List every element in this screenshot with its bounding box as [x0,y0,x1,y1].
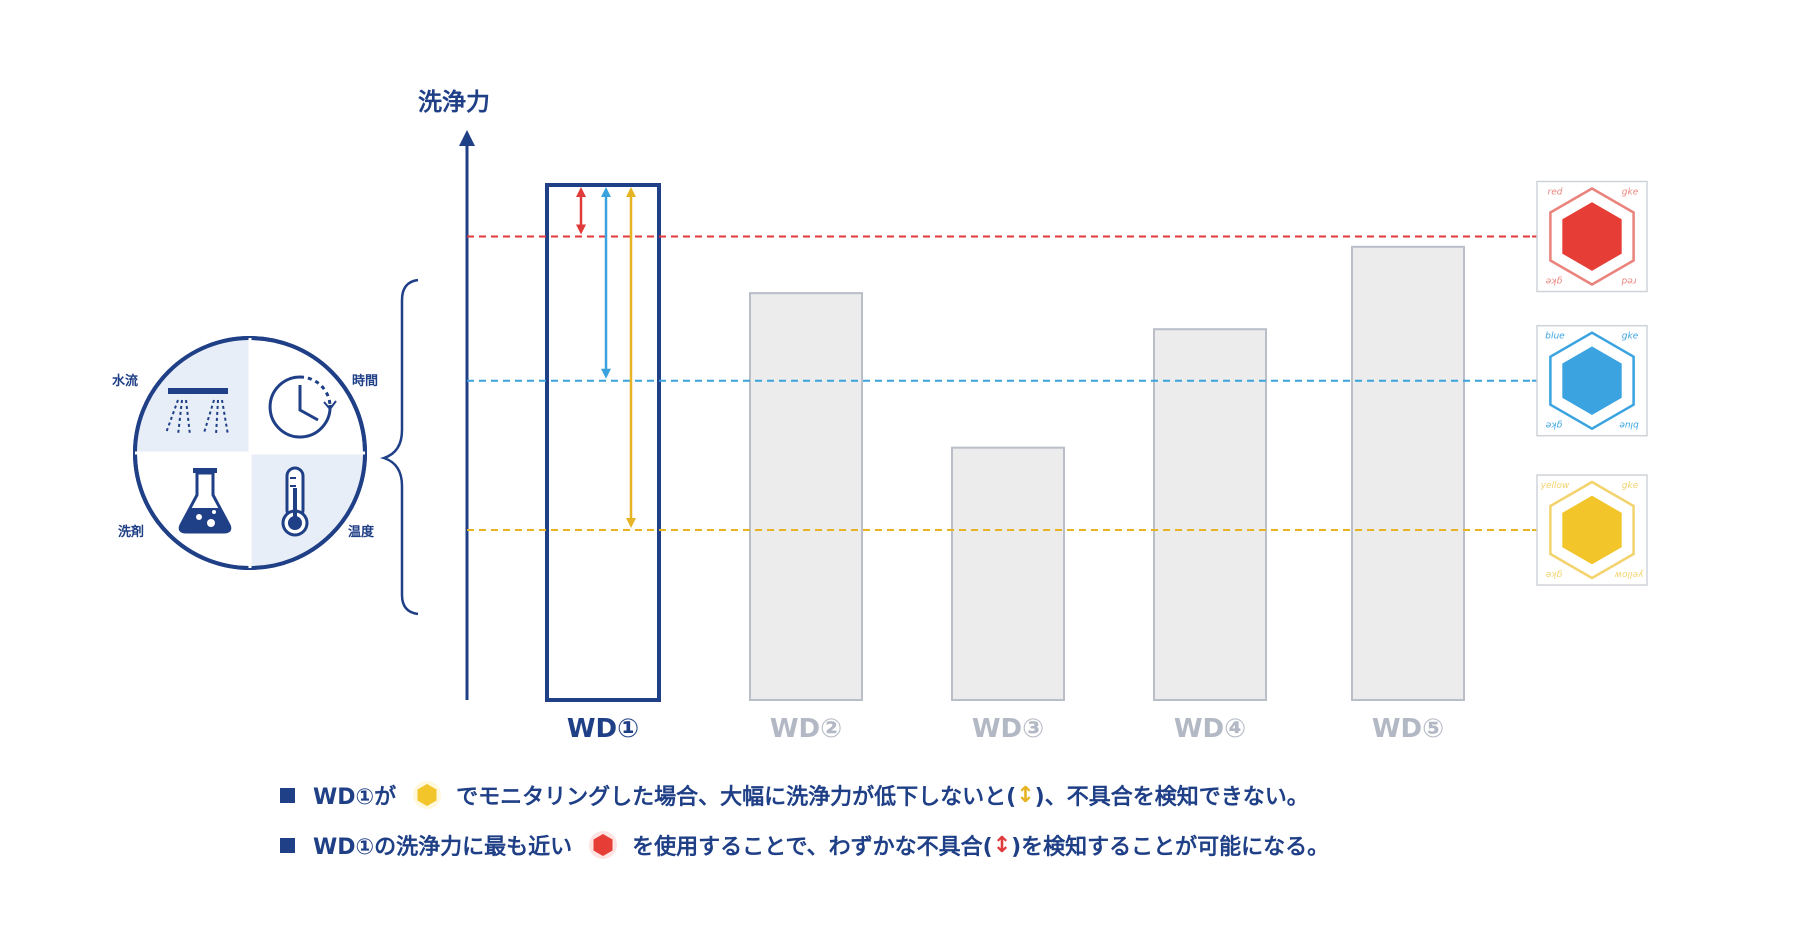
thermometer-icon [281,466,309,537]
y-axis-arrow-icon [459,130,475,146]
indicator-label-top-right: gke [1622,481,1639,491]
clock-icon [268,375,337,439]
red-updown-arrow-icon: ↕ [992,832,1012,858]
gap-arrowhead-bottom-blue [601,368,611,379]
indicator-card-yellow: yellow gke gke yellow [1536,474,1648,586]
indicator-hexagon-blue [1559,342,1625,419]
indicator-label-bottom-left: gke [1545,276,1562,286]
note-1-after: でモニタリングした場合、大幅に洗浄力が低下しないと( [456,785,1017,810]
bar-2 [749,292,863,701]
indicator-label-top-left: red [1548,188,1563,198]
factor-circle [133,336,367,570]
gap-arrowhead-bottom-yellow [626,518,636,529]
bar-5 [1351,245,1465,702]
indicator-outer-hexagon [1549,480,1635,580]
bar-4 [1153,328,1267,701]
note-1: WD①が でモニタリングした場合、大幅に洗浄力が低下しないと( ↕ )、不具合を… [280,770,1329,820]
category-label-3: WD③ [972,714,1044,744]
factor-label-time: 時間 [352,373,378,389]
indicator-hexagon-yellow [1559,492,1625,568]
curly-brace [380,278,419,616]
note-2-end: )を検知することが可能になる。 [1011,835,1330,860]
indicator-label-top-left: blue [1545,332,1565,342]
category-label-4: WD④ [1174,714,1246,744]
bar-1 [545,183,661,702]
note-2: WD①の洗浄力に最も近い を使用することで、わずかな不具合( ↕ )を検知するこ… [280,820,1329,870]
category-label-1: WD① [567,714,639,744]
indicator-outer-hexagon [1549,187,1635,286]
y-axis-label: 洗浄力 [418,88,490,116]
gap-arrowhead-top-blue [601,187,611,197]
gap-arrows-group [576,187,636,529]
factor-label-detergent: 洗剤 [118,524,144,540]
flask-icon [178,468,232,534]
gap-arrowhead-top-yellow [626,187,636,197]
bars-group [545,183,1465,702]
note-2-before: WD①の洗浄力に最も近い [313,835,573,860]
gap-arrowhead-top-red [576,187,586,197]
indicator-card-blue: blue gke gke blue [1536,324,1648,437]
bullet-square-icon [280,837,295,853]
indicator-label-top-left: yellow [1540,481,1570,491]
notes: WD①が でモニタリングした場合、大幅に洗浄力が低下しないと( ↕ )、不具合を… [280,770,1329,870]
note-2-after: を使用することで、わずかな不具合( [632,835,993,860]
indicator-label-bottom-right: red [1621,276,1636,286]
indicator-outer-hexagon [1549,331,1635,431]
factor-label-water: 水流 [112,373,138,389]
indicator-label-top-right: gke [1622,188,1639,198]
bullet-square-icon [280,787,295,803]
gap-arrowhead-bottom-red [576,224,586,235]
yellow-hexagon-icon [413,781,442,809]
category-label-5: WD⑤ [1372,714,1444,744]
indicator-label-bottom-left: gke [1545,569,1562,579]
red-hexagon-icon [589,831,618,859]
factor-label-temperature: 温度 [348,524,375,540]
yellow-updown-arrow-icon: ↕ [1016,782,1035,808]
indicator-label-bottom-left: gke [1545,420,1562,430]
note-1-before: WD①が [313,785,397,810]
category-labels-group: WD① WD② WD③ WD④ WD⑤ [567,714,1444,744]
category-label-2: WD② [770,714,842,744]
water-spray-icon [165,388,229,436]
indicator-label-bottom-right: yellow [1614,569,1644,579]
indicator-card-red: red gke gke red [1536,180,1648,293]
bar-3 [951,446,1065,701]
note-1-end: )、不具合を検知できない。 [1034,785,1309,810]
indicator-label-top-right: gke [1622,332,1639,342]
indicator-label-bottom-right: blue [1619,420,1639,430]
indicator-hexagon-red [1559,198,1625,275]
